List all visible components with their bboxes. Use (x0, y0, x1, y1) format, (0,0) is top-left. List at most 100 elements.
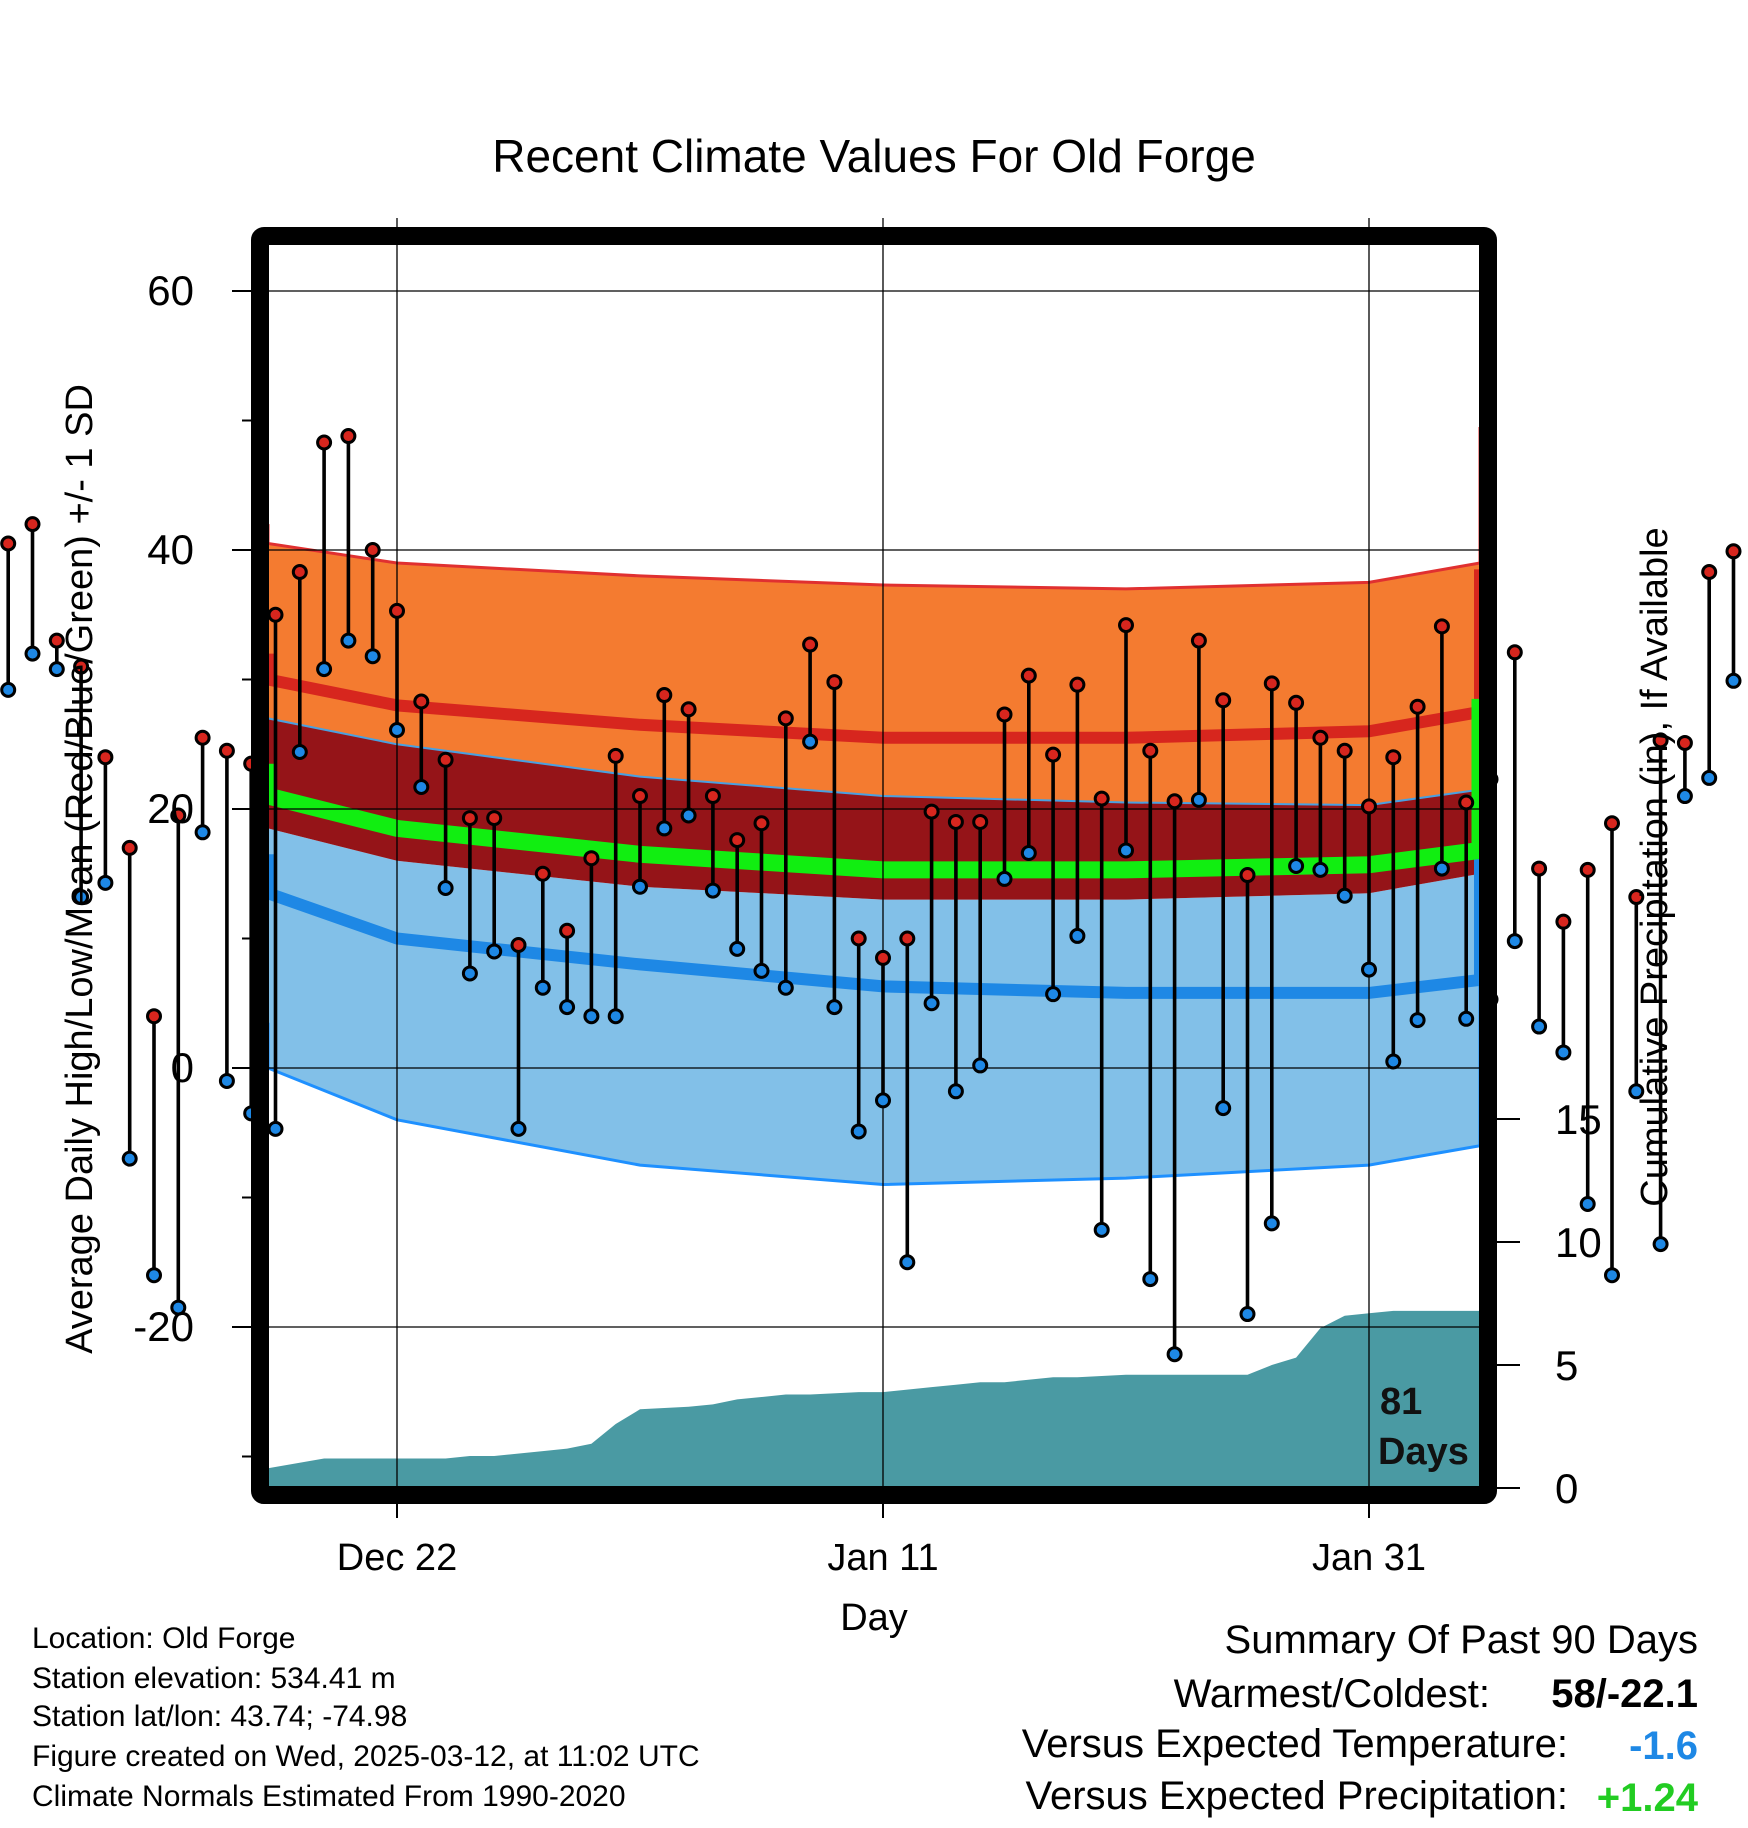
high-point (316, 434, 333, 451)
high-point (1676, 734, 1693, 751)
summary-warm-cold-value: 58/-22.1 (1551, 1672, 1698, 1716)
x-axis-label: Day (840, 1597, 908, 1639)
low-point (729, 940, 746, 957)
low-point (0, 681, 17, 698)
high-point (826, 674, 843, 691)
high-point (1239, 867, 1256, 884)
low-point (413, 778, 430, 795)
normal-bands (259, 427, 1489, 1187)
high-point (1433, 618, 1450, 635)
low-point (1604, 1267, 1620, 1284)
high-point (461, 810, 478, 827)
high-point (632, 788, 648, 805)
low-point (97, 874, 114, 891)
high-point (24, 516, 41, 533)
footer-created: Figure created on Wed, 2025-03-12, at 11… (32, 1740, 700, 1773)
plot-frame (251, 227, 1497, 1504)
high-point (850, 930, 867, 947)
low-point (632, 878, 648, 895)
high-point (534, 865, 551, 882)
low-point (850, 1123, 867, 1140)
low-point (559, 999, 576, 1016)
high-point (146, 1008, 162, 1025)
low-point (1506, 933, 1523, 950)
low-point (267, 1120, 284, 1137)
low-point (1215, 1100, 1232, 1117)
high-point (1652, 732, 1669, 749)
high-point (1409, 698, 1426, 715)
low-point (24, 645, 41, 662)
low-point (1458, 1010, 1475, 1027)
low-point (1093, 1221, 1110, 1238)
low-point (1628, 1083, 1645, 1100)
high-point (1288, 694, 1305, 711)
y2-tick-label: 0 (1555, 1465, 1578, 1512)
summary-title: Summary Of Past 90 Days (1224, 1618, 1698, 1662)
high-sd-band (268, 427, 1480, 806)
low-point (1263, 1215, 1280, 1232)
footer-normals: Climate Normals Estimated From 1990-2020 (32, 1780, 626, 1813)
low-point (1676, 788, 1693, 805)
high-point (947, 813, 964, 830)
low-point (704, 882, 721, 899)
high-point (73, 658, 90, 675)
high-point (1336, 742, 1353, 759)
low-point (1579, 1195, 1596, 1212)
low-point (1288, 857, 1305, 874)
high-point (1725, 543, 1742, 560)
low-point (1336, 887, 1353, 904)
high-point (486, 810, 503, 827)
high-point (1531, 860, 1548, 877)
low-point (1409, 1012, 1426, 1029)
low-point (923, 995, 940, 1012)
high-point (729, 832, 746, 849)
precipitation-area (268, 1200, 1480, 1488)
high-point (1458, 794, 1475, 811)
high-point (510, 936, 527, 953)
precipitation-fill (268, 1200, 1480, 1488)
low-point (1531, 1018, 1548, 1035)
x-tick-label: Jan 31 (1312, 1537, 1426, 1579)
low-point (170, 1299, 187, 1316)
high-point (1020, 667, 1037, 684)
low-point (73, 889, 90, 906)
today-days-count: 81 (1380, 1381, 1422, 1423)
high-point (1190, 632, 1207, 649)
high-point (437, 751, 454, 768)
low-point (316, 661, 333, 678)
low-point (1361, 961, 1377, 978)
summary-temp-label: Versus Expected Temperature: (1021, 1722, 1568, 1766)
y2-tick-label: 15 (1555, 1096, 1602, 1143)
low-point (1118, 842, 1134, 859)
high-point (170, 807, 187, 824)
high-point (413, 693, 430, 710)
y2-axis-label: Cumulative Precipitation (in), If Availa… (1634, 527, 1676, 1206)
y2-tick-label: 10 (1555, 1219, 1602, 1266)
daily-range-bars (6, 436, 1736, 1355)
high-point (1628, 889, 1645, 906)
low-point (1433, 860, 1450, 877)
high-point (1506, 644, 1523, 661)
low-point (1190, 791, 1207, 808)
high-point (559, 922, 576, 939)
low-point (1020, 845, 1037, 862)
low-point (1166, 1346, 1183, 1363)
low-point (947, 1083, 964, 1100)
high-point (656, 687, 673, 704)
high-point (996, 706, 1013, 723)
low-point (1239, 1306, 1256, 1323)
y-tick-label: 60 (147, 267, 194, 314)
high-point (1142, 742, 1159, 759)
high-point (899, 930, 916, 947)
high-point (1385, 749, 1402, 766)
low-point (1142, 1271, 1159, 1288)
low-point (1312, 861, 1329, 878)
high-point (875, 949, 891, 966)
high-point (802, 636, 819, 653)
chart-title: Recent Climate Values For Old Forge (492, 130, 1256, 182)
high-point (607, 747, 624, 764)
high-point (1215, 692, 1232, 709)
high-point (1045, 746, 1062, 763)
high-point (48, 632, 65, 649)
low-point (1045, 986, 1062, 1003)
